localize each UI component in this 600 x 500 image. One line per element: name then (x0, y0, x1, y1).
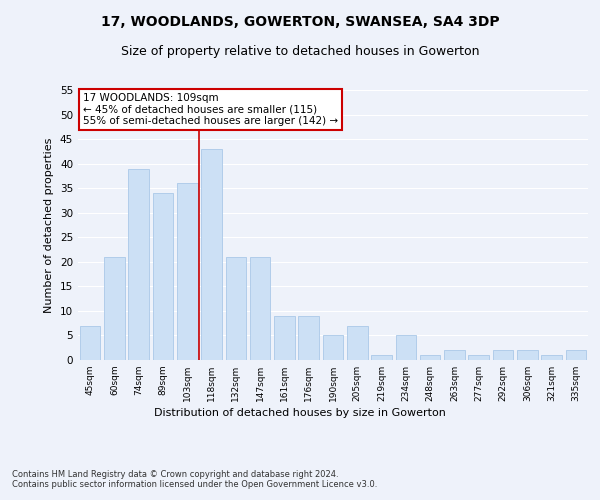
Bar (201, 149, 222, 360)
Bar (566, 350, 586, 360)
Bar (420, 355, 440, 360)
Text: Contains HM Land Registry data © Crown copyright and database right 2024.
Contai: Contains HM Land Registry data © Crown c… (12, 470, 377, 490)
Bar (177, 184, 197, 360)
Text: Distribution of detached houses by size in Gowerton: Distribution of detached houses by size … (154, 408, 446, 418)
Bar (80, 326, 100, 360)
Bar (323, 336, 343, 360)
Bar (517, 350, 538, 360)
Bar (395, 336, 416, 360)
Bar (128, 168, 149, 360)
Bar (298, 316, 319, 360)
Bar (541, 355, 562, 360)
Text: Size of property relative to detached houses in Gowerton: Size of property relative to detached ho… (121, 45, 479, 58)
Bar (444, 350, 465, 360)
Bar (274, 316, 295, 360)
Bar (493, 350, 514, 360)
Text: 17 WOODLANDS: 109sqm
← 45% of detached houses are smaller (115)
55% of semi-deta: 17 WOODLANDS: 109sqm ← 45% of detached h… (83, 92, 338, 126)
Bar (347, 326, 368, 360)
Bar (226, 257, 246, 360)
Bar (152, 193, 173, 360)
Bar (250, 257, 271, 360)
Bar (469, 355, 489, 360)
Y-axis label: Number of detached properties: Number of detached properties (44, 138, 55, 312)
Text: 17, WOODLANDS, GOWERTON, SWANSEA, SA4 3DP: 17, WOODLANDS, GOWERTON, SWANSEA, SA4 3D… (101, 15, 499, 29)
Bar (371, 355, 392, 360)
Bar (104, 257, 125, 360)
